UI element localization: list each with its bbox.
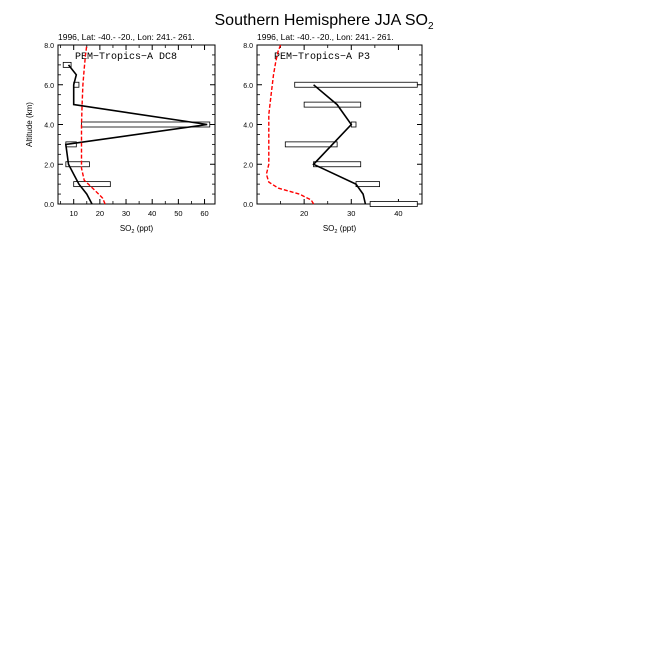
y-tick-label: 2.0	[243, 162, 253, 169]
y-tick-label: 8.0	[44, 43, 54, 50]
observed-profile-line	[312, 84, 367, 205]
range-box	[313, 161, 362, 168]
range-box	[369, 201, 418, 207]
range-box	[81, 121, 211, 128]
y-tick-label: 4.0	[44, 123, 54, 130]
y-tick-label: 2.0	[44, 162, 54, 169]
observed-profile-line	[64, 64, 208, 205]
range-box	[284, 141, 338, 148]
panel-header: 1996, Lat: -40.- -20., Lon: 241.- 261.	[257, 32, 394, 42]
x-tick-label: 20	[300, 209, 308, 218]
x-tick-label: 10	[70, 209, 78, 218]
x-tick-label: 50	[174, 209, 182, 218]
range-box	[73, 181, 111, 188]
figure-title: Southern Hemisphere JJA SO2	[215, 12, 434, 32]
range-box	[294, 81, 418, 88]
x-tick-label: 30	[347, 209, 355, 218]
y-tick-label: 0.0	[243, 202, 253, 209]
range-box	[65, 161, 90, 168]
x-tick-label: 30	[122, 209, 130, 218]
campaign-label: PEM−Tropics−A P3	[274, 51, 370, 63]
x-axis-label-unit: (ppt)	[337, 224, 356, 233]
plot-frame	[256, 44, 423, 205]
y-tick-label: 4.0	[243, 123, 253, 130]
y-axis-label: Altitude (km)	[25, 102, 34, 147]
y-tick-label: 6.0	[44, 83, 54, 90]
x-axis-label-unit: (ppt)	[134, 224, 153, 233]
range-box	[303, 101, 362, 108]
model-profile-line	[265, 44, 315, 205]
chart-panel-dc8: 1996, Lat: -40.- -20., Lon: 241.- 261. 0.…	[25, 32, 216, 235]
x-tick-label: 20	[96, 209, 104, 218]
panel-header: 1996, Lat: -40.- -20., Lon: 241.- 261.	[58, 32, 195, 42]
x-axis-label-subscript: 2	[334, 229, 337, 235]
model-profile-line	[80, 44, 106, 205]
y-tick-label: 0.0	[44, 202, 54, 209]
y-tick-label: 6.0	[243, 83, 253, 90]
x-tick-label: 40	[148, 209, 156, 218]
x-axis-label-subscript: 2	[131, 229, 134, 235]
y-tick-label: 8.0	[243, 43, 253, 50]
figure-title-main: Southern Hemisphere JJA SO	[215, 12, 428, 29]
x-axis-label-main: SO	[323, 224, 335, 233]
x-axis-label-main: SO	[120, 224, 132, 233]
range-box	[62, 61, 72, 68]
x-tick-label: 40	[394, 209, 402, 218]
x-tick-label: 60	[200, 209, 208, 218]
range-box	[355, 181, 380, 188]
figure-title-subscript: 2	[428, 21, 434, 32]
chart-panel-p3: 1996, Lat: -40.- -20., Lon: 241.- 261. 0.…	[243, 32, 423, 235]
campaign-label: PEM−Tropics−A DC8	[75, 51, 177, 63]
x-axis-label: SO2 (ppt)	[323, 224, 357, 235]
x-axis-label: SO2 (ppt)	[120, 224, 154, 235]
